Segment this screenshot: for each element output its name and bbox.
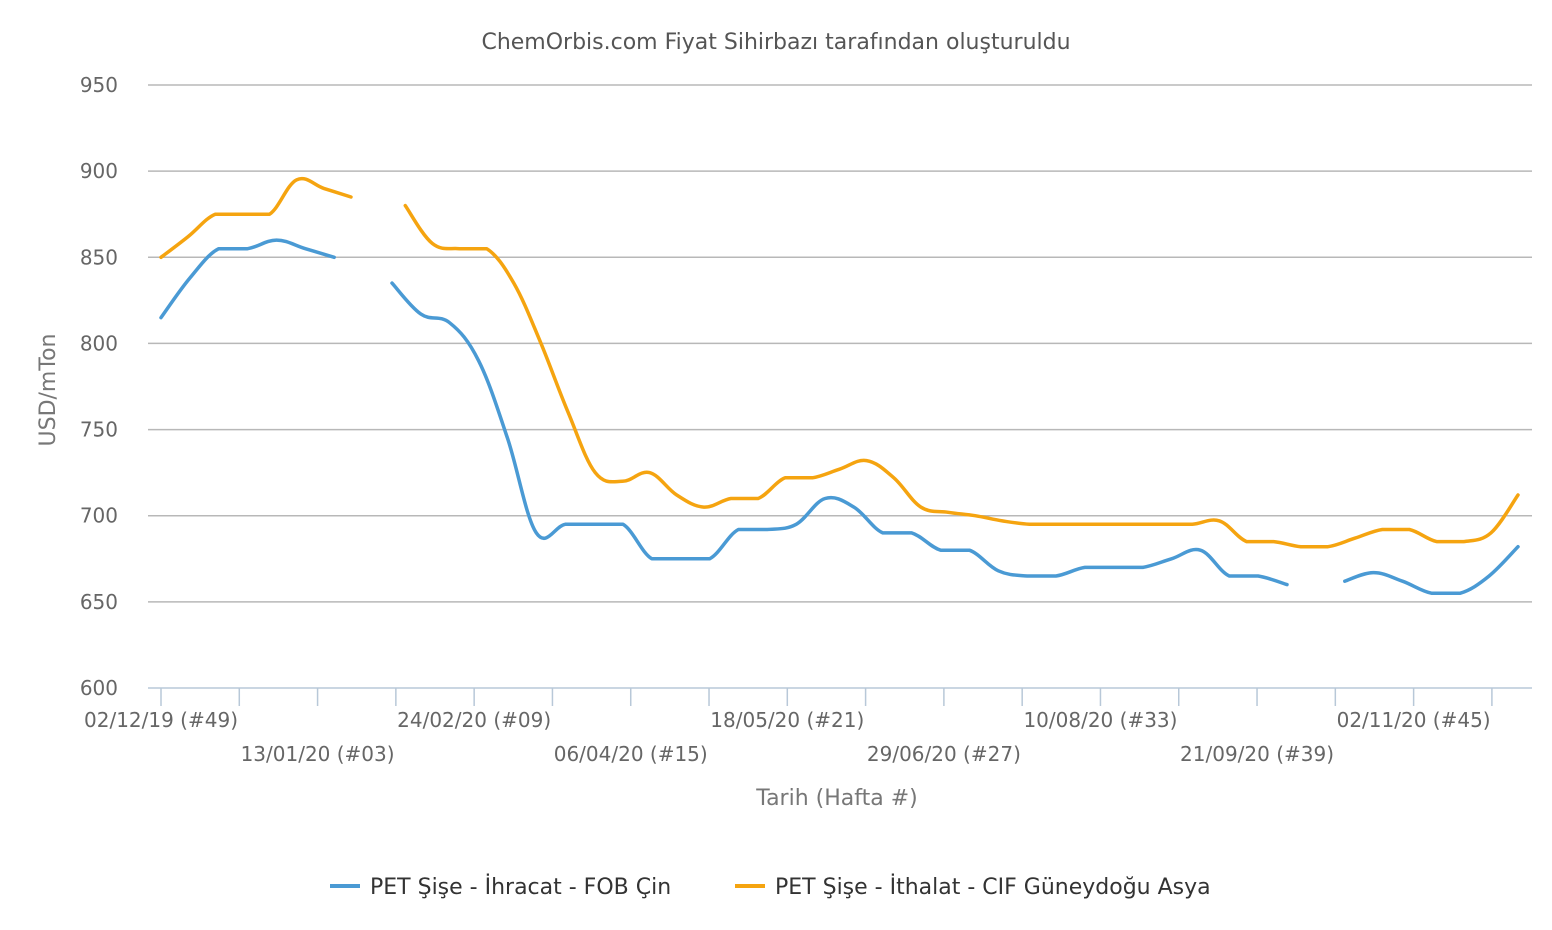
y-tick-label: 800 — [80, 331, 118, 355]
y-axis-ticks: 950 900 850 800 750 700 650 600 — [80, 73, 118, 700]
series-line-fob-cin — [390, 281, 1289, 587]
series-lines — [159, 176, 1520, 595]
legend: PET Şişe - İhracat - FOB Çin PET Şişe - İ… — [330, 874, 1211, 900]
x-axis-label: Tarih (Hafta #) — [755, 786, 917, 811]
x-tick-label: 02/11/20 (#45) — [1337, 708, 1491, 732]
series-line-cif-guneydogu-asya — [159, 176, 353, 260]
x-tick-label: 10/08/20 (#33) — [1023, 708, 1177, 732]
chart-title: ChemOrbis.com Fiyat Sihirbazı tarafından… — [481, 30, 1070, 55]
gridlines — [148, 84, 1532, 603]
x-tick-label: 06/04/20 (#15) — [554, 742, 708, 766]
x-axis: 02/12/19 (#49)13/01/20 (#03)24/02/20 (#0… — [84, 687, 1532, 766]
series-line-fob-cin — [159, 238, 336, 320]
y-tick-label: 600 — [80, 676, 118, 700]
x-tick-label: 02/12/19 (#49) — [84, 708, 238, 732]
legend-label: PET Şişe - İthalat - CIF Güneydoğu Asya — [775, 874, 1211, 900]
y-tick-label: 850 — [80, 245, 118, 269]
y-tick-label: 650 — [80, 590, 118, 614]
x-tick-label: 24/02/20 (#09) — [397, 708, 551, 732]
y-tick-label: 950 — [80, 73, 118, 97]
x-tick-label: 13/01/20 (#03) — [241, 742, 395, 766]
x-tick-label: 29/06/20 (#27) — [867, 742, 1021, 766]
y-axis-label: USD/mTon — [36, 334, 61, 447]
series-line-cif-guneydogu-asya — [403, 203, 1520, 549]
x-tick-label: 18/05/20 (#21) — [710, 708, 864, 732]
y-tick-label: 900 — [80, 159, 118, 183]
x-tick-label: 21/09/20 (#39) — [1180, 742, 1334, 766]
legend-label: PET Şişe - İhracat - FOB Çin — [370, 874, 671, 900]
y-tick-label: 700 — [80, 504, 118, 528]
series-line-fob-cin — [1343, 544, 1520, 595]
y-tick-label: 750 — [80, 418, 118, 442]
